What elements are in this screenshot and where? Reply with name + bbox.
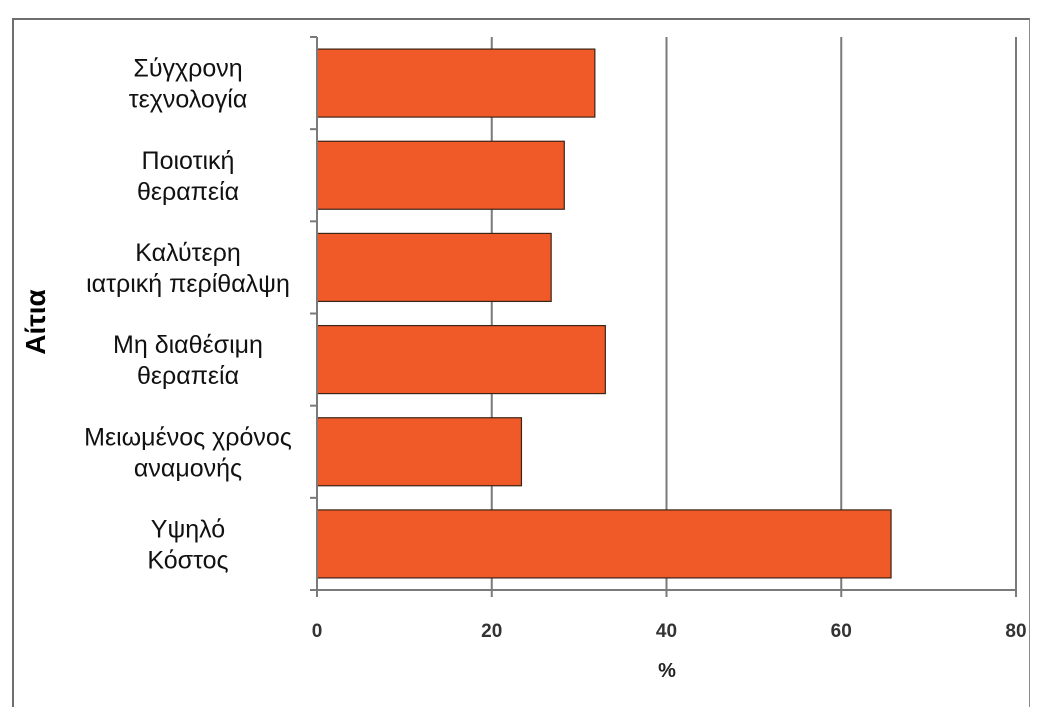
- x-tick-label-20: 20: [481, 621, 502, 642]
- axes: [310, 36, 1017, 597]
- labels: 0 20 40 60 80 Σύγχρονη τεχνολογία Ποιοτική θεραπ…: [84, 55, 1026, 642]
- bar-3: [316, 324, 606, 395]
- gridlines: [490, 37, 1017, 590]
- y-axis-title: Αίτια: [20, 289, 51, 355]
- x-tick-label-60: 60: [831, 621, 852, 642]
- bars: [316, 48, 892, 579]
- chart-frame: [12, 18, 1030, 707]
- category-label-0-line-1: τεχνολογία: [129, 86, 248, 114]
- category-label-4-line-0: Μειωμένος χρόνος: [84, 423, 292, 451]
- category-label-3-line-0: Μη διαθέσιμη: [113, 331, 263, 359]
- x-tick-label-80: 80: [1005, 621, 1026, 642]
- category-label-5-line-0: Υψηλό: [151, 515, 225, 543]
- category-label-2-line-1: ιατρική περίθαλψη: [86, 270, 290, 298]
- category-label-0-line-0: Σύγχρονη: [133, 55, 242, 83]
- category-label-2-line-0: Καλύτερη: [135, 239, 241, 267]
- x-axis-title: %: [658, 660, 676, 682]
- category-label-1-line-1: θεραπεία: [137, 178, 239, 206]
- bar-5: [316, 509, 892, 579]
- category-label-3-line-1: θεραπεία: [137, 362, 239, 390]
- category-label-5-line-1: Κόστος: [147, 546, 228, 574]
- x-tick-label-0: 0: [312, 621, 323, 642]
- category-label-4-line-1: αναμονής: [134, 454, 242, 482]
- bar-0: [316, 48, 596, 118]
- category-label-1-line-0: Ποιοτική: [142, 147, 235, 175]
- bar-4: [316, 417, 523, 487]
- x-tick-label-40: 40: [656, 621, 677, 642]
- bar-2: [316, 232, 552, 303]
- bar-1: [316, 140, 565, 210]
